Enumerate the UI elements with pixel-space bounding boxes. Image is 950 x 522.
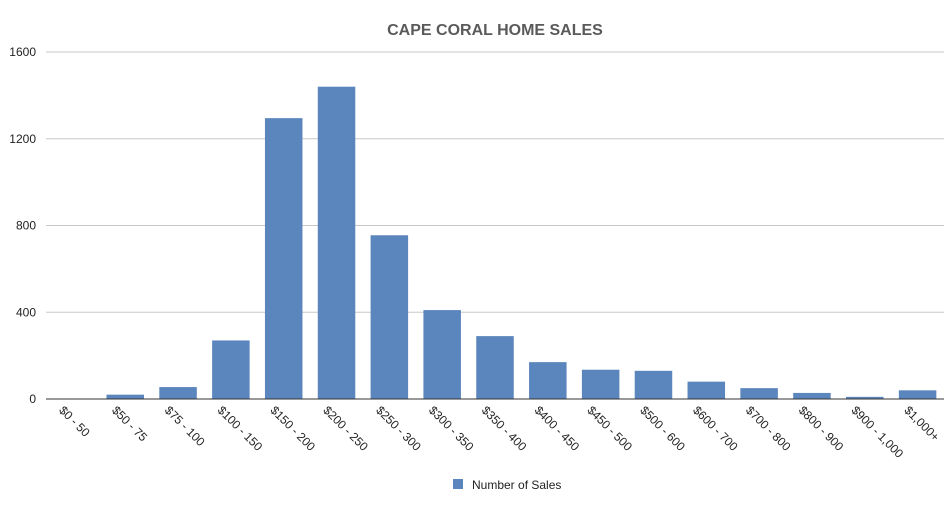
x-tick-label: $800 - 900 — [796, 403, 847, 454]
legend-swatch — [453, 479, 463, 489]
x-tick-label: $450 - 500 — [585, 403, 636, 454]
x-tick-label: $250 - 300 — [373, 403, 424, 454]
legend-label: Number of Sales — [472, 478, 561, 492]
y-tick-label: 800 — [16, 219, 36, 233]
x-tick-label: $350 - 400 — [479, 403, 530, 454]
x-tick-label: $1,000+ — [901, 403, 942, 444]
bar — [634, 370, 673, 399]
bar — [264, 118, 303, 399]
bar — [687, 381, 726, 399]
y-tick-label: 400 — [16, 305, 36, 319]
legend: Number of Sales — [453, 478, 561, 492]
bar — [740, 388, 778, 399]
bar — [581, 369, 620, 399]
y-tick-label: 1600 — [9, 45, 36, 59]
gridlines — [46, 51, 944, 313]
bar — [159, 387, 197, 399]
bar — [317, 86, 356, 399]
x-tick-label: $200 - 250 — [320, 403, 371, 454]
x-tick-label: $900 - 1,000 — [849, 403, 907, 461]
bar — [476, 336, 514, 399]
x-tick-label: $300 - 350 — [426, 403, 477, 454]
y-tick-label: 0 — [29, 392, 36, 406]
y-tick-label: 1200 — [9, 132, 36, 146]
x-tick-label: $100 - 150 — [215, 403, 266, 454]
bar — [370, 235, 409, 399]
bar — [106, 394, 144, 399]
bar — [898, 390, 937, 399]
x-tick-label: $600 - 700 — [690, 403, 741, 454]
bar — [423, 310, 461, 399]
x-tick-label: $50 - 75 — [109, 403, 150, 444]
x-axis-labels: $0 - 50 $50 - 75 $75 - 100 $100 - 150 $150 -… — [56, 403, 942, 461]
bar — [529, 362, 567, 399]
bars — [106, 86, 937, 399]
x-tick-label: $75 - 100 — [162, 403, 208, 449]
x-tick-label: $0 - 50 — [56, 403, 93, 440]
bar — [846, 396, 884, 399]
x-tick-label: $150 - 200 — [268, 403, 319, 454]
x-tick-label: $400 - 450 — [532, 403, 583, 454]
bar — [212, 340, 250, 399]
x-tick-label: $700 - 800 — [743, 403, 794, 454]
bar — [793, 392, 831, 399]
chart-title: CAPE CORAL HOME SALES — [387, 22, 603, 39]
x-tick-label: $500 - 600 — [637, 403, 688, 454]
y-axis-ticks: 0 400 800 1200 1600 — [9, 45, 36, 406]
